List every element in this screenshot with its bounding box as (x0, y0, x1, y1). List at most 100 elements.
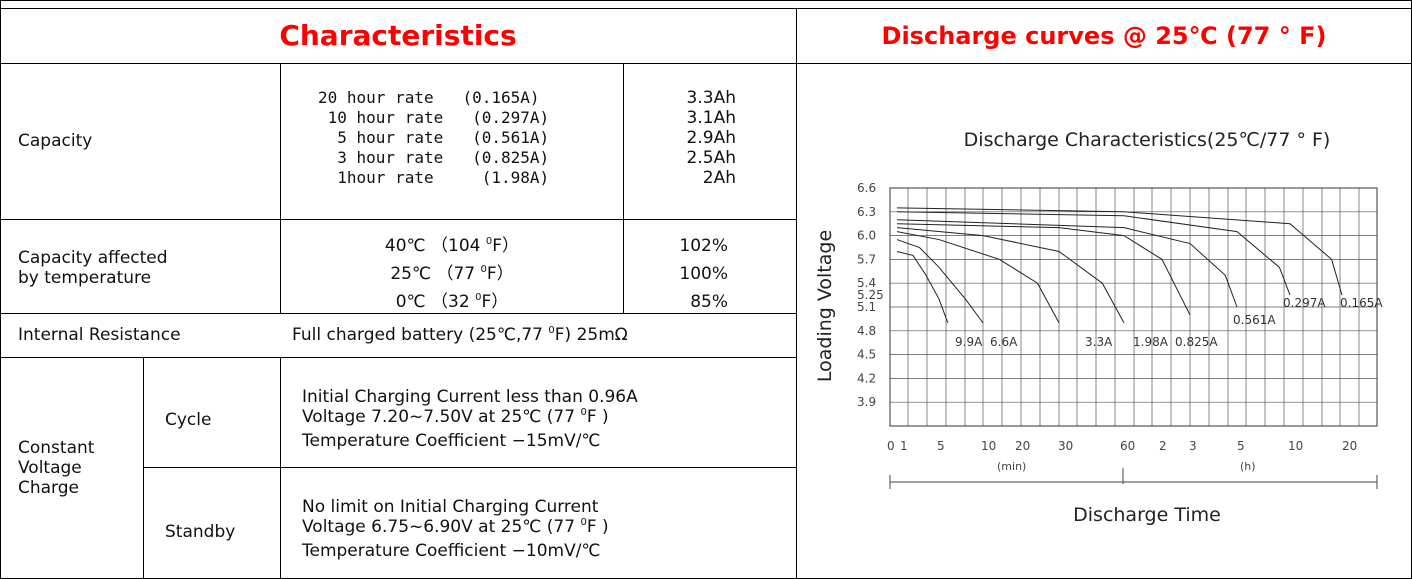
x-tick-label: 1 (900, 439, 908, 453)
degree-sup: 0 (580, 517, 587, 528)
cycle-label: Cycle (165, 410, 212, 430)
standby-text: F ) (586, 517, 609, 537)
capacity-value: 3.3Ah (686, 88, 736, 108)
resistance-text: F) 25mΩ (554, 325, 628, 345)
cycle-line: Initial Charging Current less than 0.96A (302, 387, 638, 407)
temp-unit: F） (486, 264, 514, 284)
y-tick-label: 3.9 (857, 395, 876, 409)
x-unit-label: (h) (1240, 460, 1256, 473)
discharge-curve (896, 219, 1238, 308)
standby-line: No limit on Initial Charging Current (302, 497, 599, 517)
x-tick-label: 5 (937, 439, 945, 453)
temp-value: 102% (679, 236, 728, 256)
series-label: 0.825A (1175, 335, 1218, 349)
x-tick-label: 20 (1015, 439, 1030, 453)
discharge-chart: Discharge Characteristics(25℃/77 ° F) 6.6… (814, 129, 1383, 526)
resistance-value: Full charged battery (25℃,77 0F) 25mΩ (292, 325, 628, 345)
series-label: 1.98A (1133, 335, 1169, 349)
discharge-curves-title: Discharge curves @ 25℃ (77 ° F) (881, 22, 1327, 50)
rate-10h: 10 hour rate (0.297A) (318, 108, 550, 127)
cycle-line: Temperature Coefficient −15mV/℃ (302, 431, 601, 451)
temp-value: 100% (679, 264, 728, 284)
y-tick-label: 5.1 (857, 300, 876, 314)
standby-text: Voltage 6.75~6.90V at 25℃ (77 (302, 517, 581, 537)
x-tick-label: 5 (1237, 439, 1245, 453)
series-label: 0.561A (1233, 313, 1276, 327)
temp-unit: F） (492, 236, 520, 256)
x-tick-label: 2 (1159, 439, 1167, 453)
capacity-label: Capacity (18, 131, 93, 151)
discharge-curve (896, 211, 1291, 296)
capacity-value: 2.5Ah (686, 148, 736, 168)
degree-sup: 0 (485, 236, 493, 247)
degree-sup: 0 (480, 264, 487, 275)
resistance-label: Internal Resistance (18, 325, 181, 345)
x-tick-label: 30 (1058, 439, 1073, 453)
y-tick-label: 5.4 (857, 276, 876, 290)
rate-5h: 5 hour rate (0.561A) (318, 128, 550, 147)
chart-title: Discharge Characteristics(25℃/77 ° F) (964, 129, 1331, 151)
discharge-curve (896, 227, 1125, 324)
y-tick-label: 6.6 (857, 181, 876, 195)
temperature-values: 102% 100% 85% (624, 232, 728, 316)
temp-row: 25℃ （77 0F） (281, 260, 623, 288)
standby-label: Standby (165, 522, 236, 542)
temp-row: 40℃ （104 0F） (281, 232, 623, 260)
x-unit-label: (min) (997, 460, 1026, 473)
standby-details: No limit on Initial Charging Current Vol… (302, 497, 609, 561)
x-tick-label: 0 (887, 439, 895, 453)
standby-line: Temperature Coefficient −10mV/℃ (302, 541, 601, 561)
temp-cond: 40℃ （104 (384, 236, 486, 256)
capacity-rates: 20 hour rate (0.165A) 10 hour rate (0.29… (318, 88, 549, 188)
temperature-label: Capacity affected by temperature (18, 248, 168, 288)
charge-label-line: Charge (18, 478, 80, 498)
x-axis-label: Discharge Time (1073, 504, 1221, 526)
y-tick-label: 6.3 (857, 205, 876, 219)
discharge-curve (896, 250, 949, 324)
discharge-curve (896, 231, 1060, 324)
rate-1h: 1hour rate (1.98A) (318, 168, 550, 187)
discharge-curve (896, 239, 984, 324)
capacity-value: 2Ah (702, 168, 736, 188)
temp-value: 85% (690, 292, 728, 312)
rate-3h: 3 hour rate (0.825A) (318, 148, 550, 167)
y-tick-label: 6.0 (857, 229, 876, 243)
temperature-label-line: by temperature (18, 268, 152, 288)
charge-label: Constant Voltage Charge (18, 438, 94, 498)
x-tick-label: 3 (1189, 439, 1197, 453)
capacity-value: 3.1Ah (686, 108, 736, 128)
x-tick-label: 20 (1342, 439, 1357, 453)
series-label: 9.9A (955, 335, 983, 349)
x-tick-label: 10 (981, 439, 996, 453)
series-label: 0.165A (1340, 296, 1383, 310)
standby-line: Voltage 6.75~6.90V at 25℃ (77 0F ) (302, 517, 609, 537)
charge-label-line: Constant (18, 438, 95, 458)
plot-frame (889, 187, 1378, 427)
temp-cond: 0℃ （32 (395, 292, 476, 312)
capacity-value: 2.9Ah (686, 128, 736, 148)
resistance-text: Full charged battery (25℃,77 (292, 325, 549, 345)
x-tick-label: 10 (1288, 439, 1303, 453)
y-tick-label: 4.5 (857, 348, 876, 362)
discharge-curve (896, 223, 1191, 316)
degree-sup: 0 (580, 407, 587, 418)
capacity-values: 3.3Ah 3.1Ah 2.9Ah 2.5Ah 2Ah (624, 88, 736, 188)
x-tick-label: 60 (1120, 439, 1135, 453)
temp-unit: F） (481, 292, 509, 312)
series-label: 3.3A (1085, 335, 1113, 349)
cycle-text: Voltage 7.20~7.50V at 25℃ (77 (302, 407, 581, 427)
temp-cond: 25℃ （77 (390, 264, 481, 284)
y-tick-label: 4.8 (857, 324, 876, 338)
cycle-text: F ) (586, 407, 609, 427)
y-axis-label: Loading Voltage (814, 230, 836, 382)
series-label: 6.6A (990, 335, 1018, 349)
y-tick-label: 5.7 (857, 252, 876, 266)
degree-sup: 0 (548, 325, 555, 336)
temperature-label-line: Capacity affected (18, 248, 168, 268)
charge-label-line: Voltage (18, 458, 82, 478)
series-label: 0.297A (1283, 296, 1326, 310)
cycle-details: Initial Charging Current less than 0.96A… (302, 387, 638, 451)
cycle-line: Voltage 7.20~7.50V at 25℃ (77 0F ) (302, 407, 638, 427)
degree-sup: 0 (475, 292, 482, 303)
temperature-conditions: 40℃ （104 0F） 25℃ （77 0F） 0℃ （32 0F） (281, 232, 623, 316)
